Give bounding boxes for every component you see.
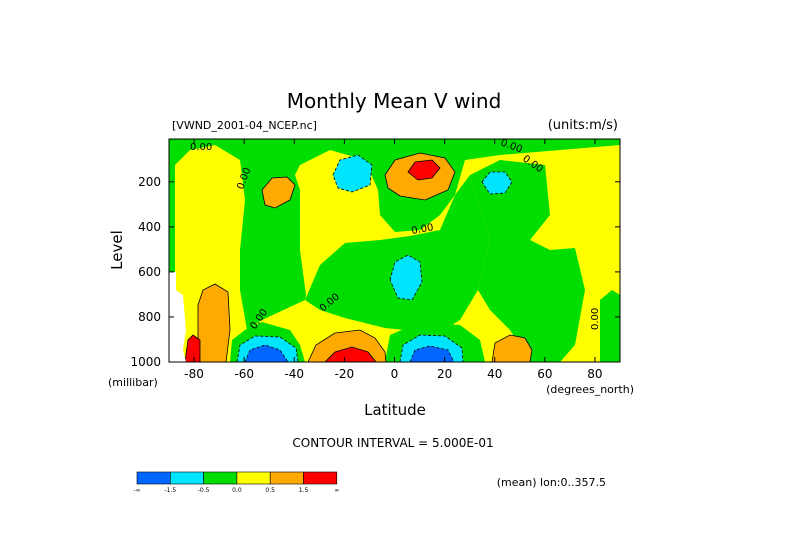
red-lower-center: [324, 346, 377, 362]
contour-label: 0.00: [590, 308, 601, 330]
x-tick-label: 60: [537, 367, 552, 381]
chart-title: Monthly Mean V wind: [287, 89, 502, 113]
colorbar-label: -1.5: [164, 487, 176, 494]
cyan-middle: [389, 254, 423, 301]
missing-data-patch: [169, 272, 186, 362]
x-tick-label: -40: [284, 367, 304, 381]
blue-lower-mid: [409, 345, 455, 362]
colorbar-swatch: [303, 471, 338, 485]
x-axis: -80 -60 -40 -20 0 20 40 60 80: [184, 139, 603, 381]
mean-lon-text: (mean) lon:0..357.5: [497, 476, 606, 489]
colorbar-swatch: [269, 471, 304, 485]
x-tick-label: -60: [234, 367, 254, 381]
x-tick-label: 40: [487, 367, 502, 381]
plot-area: [169, 139, 620, 362]
x-tick-label: -80: [184, 367, 204, 381]
cyan-upper-left: [332, 154, 373, 193]
red-left-edge: [184, 334, 201, 362]
orange-left-column: [197, 283, 231, 362]
y-tick-label: 600: [138, 265, 161, 279]
y-tick-label: 800: [138, 310, 161, 324]
x-tick-label: 20: [437, 367, 452, 381]
x-tick-label: 80: [587, 367, 602, 381]
colorbar-swatch: [170, 471, 204, 485]
colorbar-label: 1.5: [299, 487, 309, 494]
blue-lower-left: [244, 344, 289, 362]
x-axis-title: Latitude: [364, 401, 426, 419]
y-tick-label: 400: [138, 220, 161, 234]
y-axis: 200 400 600 800 1000: [130, 175, 620, 369]
orange-upper-left: [261, 176, 296, 209]
green-region-middle: [305, 175, 490, 338]
colorbar-label: -∞: [133, 487, 140, 494]
colorbar-label: ∞: [334, 487, 339, 494]
colorbar-swatch: [203, 471, 238, 485]
y-axis-title: Level: [108, 230, 126, 270]
colorbar-label: -0.5: [198, 487, 210, 494]
colorbar: -∞ -1.5 -0.5 0.0 0.5 1.5 ∞: [133, 471, 339, 494]
x-tick-label: -20: [335, 367, 355, 381]
red-upper-center: [407, 159, 441, 181]
contour-label: 0.00: [190, 142, 212, 153]
x-tick-label: 0: [391, 367, 399, 381]
contour-interval-text: CONTOUR INTERVAL = 5.000E-01: [292, 436, 493, 450]
contour-label: 0.00: [411, 222, 435, 237]
colorbar-swatch: [236, 471, 271, 485]
y-tick-label: 1000: [130, 355, 161, 369]
colorbar-swatch: [136, 471, 171, 485]
y-tick-label: 200: [138, 175, 161, 189]
colorbar-label: 0.5: [265, 487, 275, 494]
units-label: (units:m/s): [548, 118, 618, 133]
green-region-far-right: [600, 290, 620, 362]
y-unit-label: (millibar): [108, 376, 158, 389]
colorbar-label: 0.0: [232, 487, 242, 494]
cyan-upper-right: [481, 171, 513, 195]
x-unit-label: (degrees_north): [546, 383, 634, 396]
file-label: [VWND_2001-04_NCEP.nc]: [172, 119, 317, 132]
green-region-right: [470, 160, 585, 362]
orange-lower-right: [491, 334, 533, 362]
